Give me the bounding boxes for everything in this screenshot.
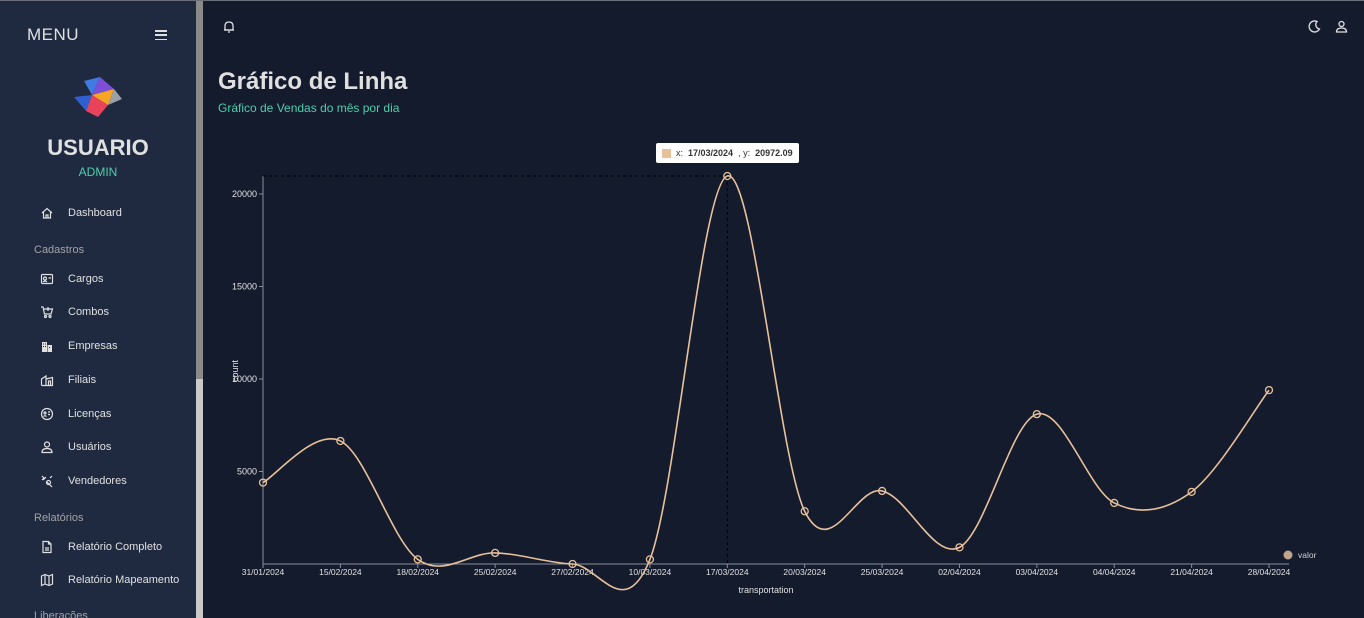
tooltip-y-value: 20972.09	[755, 148, 793, 158]
x-tick-label: 04/04/2024	[1093, 567, 1136, 577]
y-tick-label: 5000	[237, 466, 257, 476]
line-chart: 5000 10000 15000 20000 31/01/2024 15/02/2024 1…	[230, 171, 1317, 595]
x-tick-label: 20/03/2024	[783, 567, 826, 577]
data-point[interactable]	[645, 555, 655, 564]
chart-tooltip: x: 17/03/2024 , y: 20972.09	[656, 143, 799, 163]
main-content: Gráfico de Linha Gráfico de Vendas do mê…	[203, 1, 1364, 618]
data-point[interactable]	[413, 555, 422, 564]
data-point[interactable]	[336, 436, 345, 446]
sidebar-item-label: Relatório Mapeamento	[68, 574, 180, 586]
sidebar-item-label: Dashboard	[68, 207, 122, 219]
tooltip-x-prefix: x:	[676, 148, 684, 158]
x-tick-label: 18/02/2024	[396, 567, 439, 577]
user-name: USUARIO	[47, 135, 149, 160]
series-line-valor	[262, 175, 1270, 591]
tooltip-swatch	[662, 148, 671, 158]
sidebar-item-combos[interactable]: Combos	[40, 302, 109, 322]
x-tick-label: 15/02/2024	[319, 567, 362, 577]
user-icon	[41, 441, 53, 454]
license-icon	[40, 407, 54, 421]
tooltip-x-value: 17/03/2024	[688, 148, 734, 158]
sidebar-item-label: Cargos	[68, 273, 104, 285]
y-tick-label: 10000	[232, 374, 257, 384]
section-cadastros: Cadastros	[34, 244, 85, 256]
x-tick-label: 03/04/2024	[1016, 567, 1059, 577]
cart-icon	[41, 306, 54, 319]
data-point[interactable]	[723, 171, 732, 181]
data-point[interactable]	[568, 559, 577, 569]
sidebar-item-label: Filiais	[68, 374, 97, 386]
sidebar-scroll-thumb[interactable]	[196, 1, 203, 379]
seller-icon	[41, 475, 53, 488]
sidebar-item-filiais[interactable]: Filiais	[40, 370, 96, 390]
user-profile-icon[interactable]	[1335, 20, 1348, 33]
map-icon	[40, 573, 54, 587]
header-actions	[1308, 20, 1348, 33]
x-tick-label: 27/02/2024	[551, 567, 594, 577]
branch-icon	[40, 374, 54, 387]
top-border	[0, 0, 1364, 1]
sidebar-item-label: Empresas	[68, 340, 118, 352]
sidebar-item-label: Vendedores	[68, 475, 127, 487]
id-card-icon	[40, 273, 54, 285]
sidebar-item-vendedores[interactable]: Vendedores	[40, 471, 127, 491]
hamburger-icon[interactable]	[155, 30, 167, 40]
x-tick-label: 21/04/2024	[1170, 567, 1213, 577]
x-tick-label: 17/03/2024	[706, 567, 749, 577]
menu-header: MENU	[27, 25, 167, 45]
sidebar: MENU USUARIO ADMIN Dashboard Cadastros C…	[0, 1, 196, 618]
y-axis-label: count	[230, 359, 240, 382]
bell-icon[interactable]	[223, 20, 235, 34]
sidebar-item-empresas[interactable]: Empresas	[40, 336, 118, 356]
data-point[interactable]	[877, 486, 887, 496]
y-tick-label: 15000	[232, 281, 257, 291]
tooltip-y-prefix: , y:	[738, 148, 751, 158]
app-logo	[74, 77, 122, 117]
document-icon	[42, 540, 52, 554]
menu-title: MENU	[27, 25, 80, 44]
x-axis-label: transportation	[738, 585, 793, 595]
building-icon	[42, 342, 52, 352]
sidebar-item-label: Relatório Completo	[68, 541, 163, 553]
x-tick-label: 02/04/2024	[938, 567, 981, 577]
sidebar-item-relatorio-completo[interactable]: Relatório Completo	[40, 537, 162, 557]
page-title: Gráfico de Linha	[218, 68, 408, 95]
sidebar-item-licencas[interactable]: Licenças	[40, 404, 111, 424]
y-tick-label: 20000	[232, 189, 257, 199]
sidebar-item-label: Licenças	[68, 408, 112, 420]
data-point[interactable]	[1187, 487, 1196, 496]
data-point[interactable]	[491, 548, 500, 558]
x-tick-label: 28/04/2024	[1248, 567, 1291, 577]
data-point[interactable]	[1110, 498, 1119, 508]
user-role: ADMIN	[78, 165, 118, 179]
home-icon	[41, 207, 53, 219]
data-point[interactable]	[800, 507, 809, 516]
data-point[interactable]	[258, 478, 268, 487]
x-tick-label: 31/01/2024	[242, 567, 285, 577]
legend-swatch-valor	[1283, 550, 1293, 560]
x-tick-label: 25/02/2024	[474, 567, 517, 577]
sidebar-scrollbar[interactable]	[196, 1, 203, 618]
sidebar-item-label: Usuários	[68, 441, 112, 453]
x-tick-label: 25/03/2024	[861, 567, 904, 577]
data-point[interactable]	[1032, 409, 1041, 419]
section-relatorios: Relatórios	[34, 512, 84, 524]
sidebar-item-cargos[interactable]: Cargos	[40, 269, 103, 289]
page-subtitle: Gráfico de Vendas do mês por dia	[218, 101, 400, 115]
x-tick-label: 10/03/2024	[629, 567, 672, 577]
sidebar-item-label: Combos	[68, 306, 109, 318]
legend-label-valor: valor	[1298, 550, 1317, 560]
moon-icon[interactable]	[1308, 20, 1321, 33]
sidebar-item-relatorio-mapeamento[interactable]: Relatório Mapeamento	[40, 570, 179, 590]
data-point[interactable]	[955, 543, 964, 552]
section-liberacoes: Liberações	[34, 610, 88, 618]
sidebar-item-dashboard[interactable]: Dashboard	[40, 203, 122, 223]
data-point[interactable]	[1264, 385, 1274, 395]
sidebar-item-usuarios[interactable]: Usuários	[40, 437, 111, 457]
